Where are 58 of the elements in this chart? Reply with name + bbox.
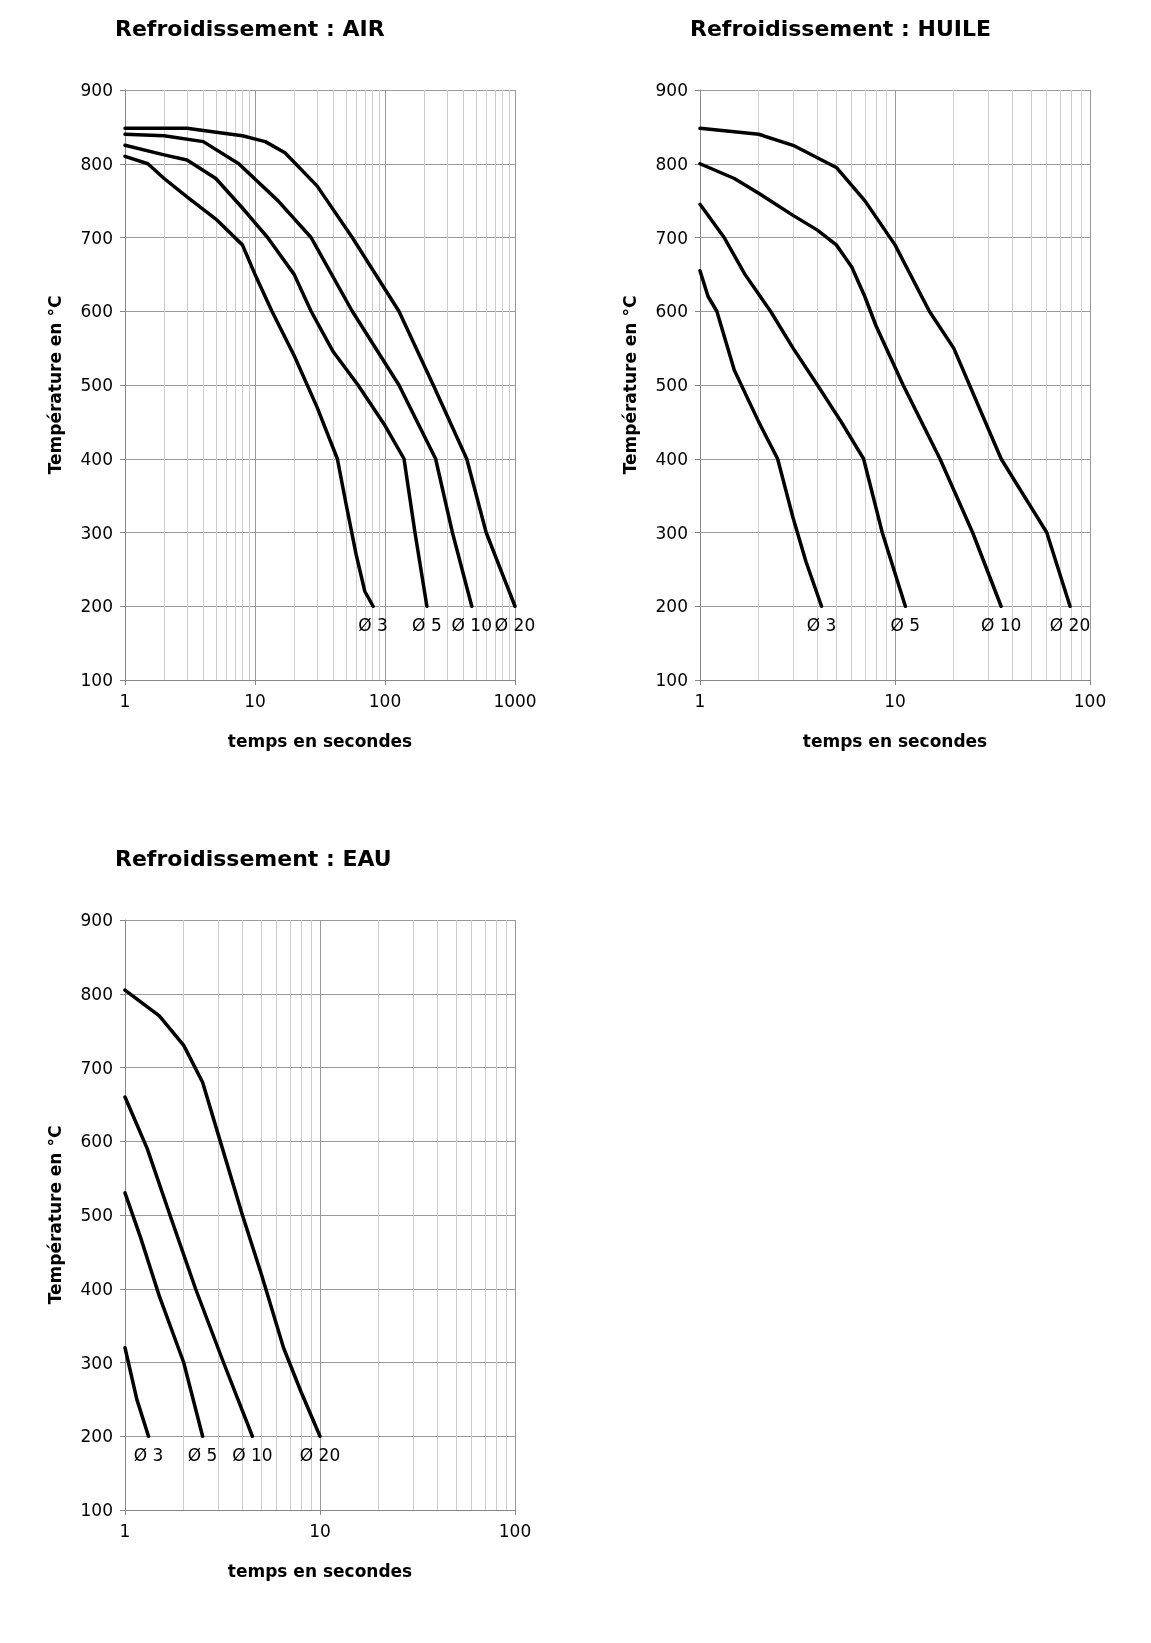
y-tick-label: 900 (80, 80, 113, 100)
y-tick-label: 800 (80, 983, 113, 1004)
chart-title: Refroidissement : HUILE (690, 15, 991, 41)
series-label: Ø 20 (299, 1444, 341, 1465)
y-tick-label: 600 (80, 1131, 113, 1152)
y-tick-label: 700 (655, 227, 688, 248)
chart-title: Refroidissement : AIR (115, 15, 385, 41)
y-tick-label: 400 (80, 448, 113, 469)
y-tick-label: 100 (655, 670, 688, 690)
x-axis-title: temps en secondes (802, 730, 988, 751)
y-tick-label: 100 (80, 670, 113, 690)
y-tick-label: 300 (655, 522, 688, 543)
y-axis-title: Température en °C (44, 295, 65, 475)
y-tick-label: 300 (80, 1352, 113, 1373)
y-tick-label: 900 (80, 910, 113, 930)
x-tick-label: 1 (694, 690, 706, 711)
y-tick-label: 200 (655, 596, 688, 617)
y-axis-title: Température en °C (44, 1125, 65, 1305)
y-tick-label: 400 (655, 448, 688, 469)
y-tick-label: 500 (655, 375, 688, 395)
y-tick-label: 400 (80, 1278, 113, 1299)
y-tick-label: 200 (80, 596, 113, 617)
y-tick-label: 800 (655, 153, 688, 174)
y-tick-label: 600 (655, 301, 688, 322)
x-tick-label: 10 (309, 1520, 331, 1541)
series-label: Ø 10 (451, 614, 492, 635)
y-tick-label: 300 (80, 522, 113, 543)
y-tick-label: 800 (80, 153, 113, 174)
x-tick-label: 100 (498, 1520, 532, 1541)
series-label: Ø 5 (890, 614, 921, 635)
y-axis-title: Température en °C (619, 295, 640, 475)
x-axis-title: temps en secondes (227, 730, 413, 751)
series-label: Ø 20 (1049, 614, 1091, 635)
x-axis-title: temps en secondes (227, 1560, 413, 1581)
series-label: Ø 10 (980, 614, 1022, 635)
series-label: Ø 3 (806, 614, 837, 635)
y-tick-label: 500 (80, 1205, 113, 1225)
series-label: Ø 10 (232, 1444, 273, 1465)
x-tick-label: 100 (368, 690, 402, 711)
y-tick-label: 600 (80, 301, 113, 322)
y-tick-label: 500 (80, 375, 113, 395)
series-label: Ø 20 (494, 614, 536, 635)
y-tick-label: 700 (80, 1057, 113, 1078)
chart-title: Refroidissement : EAU (115, 845, 392, 871)
series-label: Ø 3 (358, 614, 388, 635)
x-tick-label: 1 (119, 1520, 131, 1541)
y-tick-label: 100 (80, 1500, 113, 1520)
x-tick-label: 10 (884, 690, 906, 711)
x-tick-label: 1 (119, 690, 131, 711)
series-label: Ø 5 (412, 614, 442, 635)
series-label: Ø 3 (133, 1444, 164, 1465)
y-tick-label: 700 (80, 227, 113, 248)
series-label: Ø 5 (187, 1444, 218, 1465)
x-tick-label: 10 (244, 690, 266, 711)
y-tick-label: 900 (655, 80, 688, 100)
y-tick-label: 200 (80, 1426, 113, 1447)
x-tick-label: 1000 (493, 690, 537, 711)
x-tick-label: 100 (1073, 690, 1107, 711)
